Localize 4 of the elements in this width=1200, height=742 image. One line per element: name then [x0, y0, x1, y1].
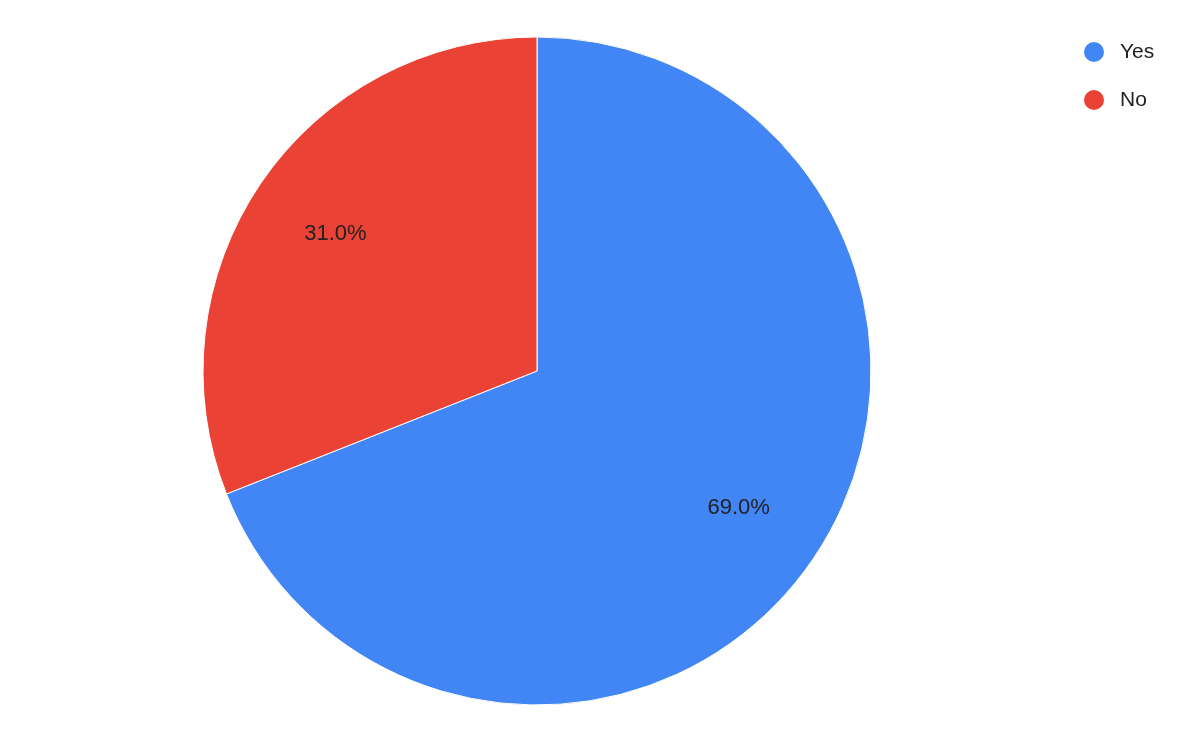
legend-label: No: [1120, 86, 1147, 110]
legend-label: Yes: [1120, 38, 1155, 62]
data-label: 31.0%: [304, 219, 367, 245]
data-label: 69.0%: [707, 493, 770, 519]
